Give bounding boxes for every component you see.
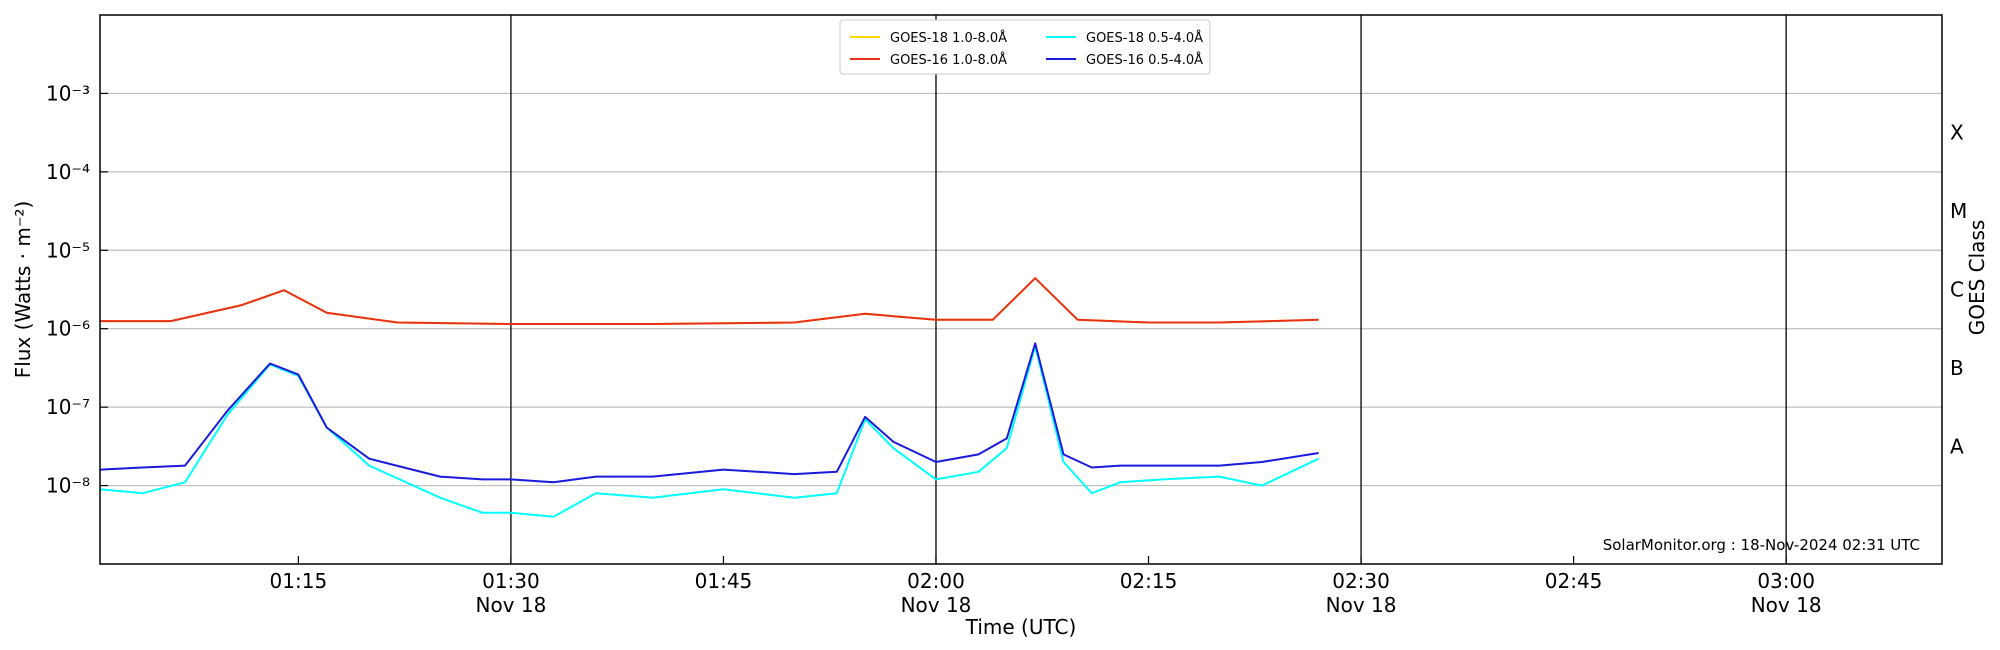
legend-box [839,19,1211,75]
legend: GOES-18 1.0-8.0Å GOES-18 0.5-4.0Å GOES-16 … [839,19,1211,75]
x-axis-title: Time (UTC) [965,615,1077,639]
series-lines [99,277,1320,518]
legend-label: GOES-18 0.5-4.0Å [1086,30,1203,46]
x-tick-label: 02:00 [907,569,965,593]
x-tick-label: 01:30 [482,569,540,593]
grid-lines [100,92,1942,487]
x-tick-date-label: Nov 18 [901,593,972,617]
series-line-1 [100,277,1319,325]
goes-class-axis-title: GOES Class [1965,220,1989,336]
x-tick-label: 02:45 [1545,569,1603,593]
vertical-time-lines [510,15,1787,564]
x-tick-date-label: Nov 18 [1751,593,1822,617]
x-tick-label: 01:15 [270,569,328,593]
x-tick-date-label: Nov 18 [475,593,546,617]
plot-frame [99,14,1943,565]
x-tick-label: 03:00 [1757,569,1815,593]
x-tick-label: 01:45 [695,569,753,593]
series-line-3 [99,342,1319,484]
goes-class-m-label: M [1950,199,1967,223]
y-tick-label: 10⁻³ [46,81,90,105]
x-tick-label: 02:15 [1120,569,1178,593]
y-axis-ticks: 10⁻⁸ 10⁻⁷ 10⁻⁶ 10⁻⁵ 10⁻⁴ 10⁻³ [46,81,108,498]
y-tick-label: 10⁻⁵ [46,238,90,262]
y-tick-label: 10⁻⁷ [46,395,90,419]
goes-class-labels: X M C B A [1950,121,1967,459]
y-tick-label: 10⁻⁸ [46,474,90,498]
goes-class-c-label: C [1950,278,1964,302]
series-line-0 [100,277,1319,325]
legend-label: GOES-16 1.0-8.0Å [890,52,1007,68]
y-tick-label: 10⁻⁴ [46,160,90,184]
credit-text: SolarMonitor.org : 18-Nov-2024 02:31 UTC [1603,536,1920,554]
y-axis-title: Flux (Watts · m⁻²) [11,201,35,379]
y-tick-label: 10⁻⁶ [46,317,90,341]
series-line-2 [99,345,1320,518]
goes-class-b-label: B [1950,356,1964,380]
legend-label: GOES-18 1.0-8.0Å [890,30,1007,46]
legend-label: GOES-16 0.5-4.0Å [1086,52,1203,68]
goes-class-x-label: X [1950,121,1964,145]
x-tick-label: 02:30 [1332,569,1390,593]
goes-class-a-label: A [1950,434,1964,458]
x-tick-date-label: Nov 18 [1326,593,1397,617]
